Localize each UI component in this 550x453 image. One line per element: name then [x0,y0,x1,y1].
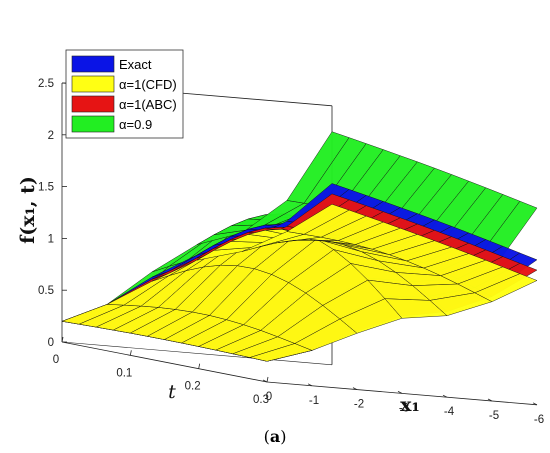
t-tick-mark [129,350,132,356]
surface-1cfd [61,203,538,362]
legend-label: Exact [119,57,152,72]
x-tick-label: -1 [309,395,319,407]
t-axis-line [61,341,268,383]
z-tick-label: 1.5 [38,182,54,194]
box-bottom-back-edge [61,341,333,366]
x-tick-mark [442,394,448,398]
x-tick-mark [397,391,403,394]
surface-plots [61,131,538,362]
x-tick-mark [262,379,268,383]
t-tick-mark [61,336,64,343]
x-tick-mark [487,398,493,402]
t-tick-mark [266,376,269,383]
legend: Exact α=1(CFD) α=1(ABC) α=0.9 [65,49,184,139]
x-axis-label: x₁ [400,394,420,416]
caption-close: ) [280,427,286,446]
t-tick-label: 0.1 [116,367,132,379]
z-tick-label: 0.5 [38,285,54,297]
z-tick-label: 2.5 [38,78,54,90]
legend-label: α=1(ABC) [119,97,177,112]
t-tick-label: 0.2 [185,381,201,393]
z-tick-label: 2 [48,130,54,142]
t-tick-mark [198,363,201,369]
x-tick-label: -5 [489,410,499,422]
x-tick-label: -4 [444,406,455,418]
x-tick-mark [532,402,538,406]
t-axis-label: t [168,381,176,403]
z-tick-label: 1 [48,233,54,245]
surface-cell [474,273,538,302]
tick-labels: 00.511.522.500.10.20.30 -1 -2 -3 -4 -5 -6 [38,78,544,426]
figure-caption: (a) [264,427,287,446]
legend-swatch [71,55,115,73]
x-tick-label: -2 [354,399,364,411]
t-tick-label: 0 [53,354,59,366]
caption-open: ( [264,427,270,446]
x-tick-label: 0 [266,391,272,403]
t-tick-label: 0.3 [253,394,269,406]
x-tick-label: -6 [534,414,544,426]
legend-label: α=1(CFD) [119,77,177,92]
legend-label: α=0.9 [119,117,152,132]
x-tick-mark [352,387,358,390]
legend-swatch [71,95,115,113]
legend-swatch [71,75,115,93]
x-tick-mark [307,383,313,387]
z-axis-label: f(x₁, t) [17,176,39,244]
x-tick-label: -3 [399,402,409,414]
caption-letter: a [270,427,280,446]
legend-swatch [71,115,115,133]
z-tick-label: 0 [48,337,54,349]
